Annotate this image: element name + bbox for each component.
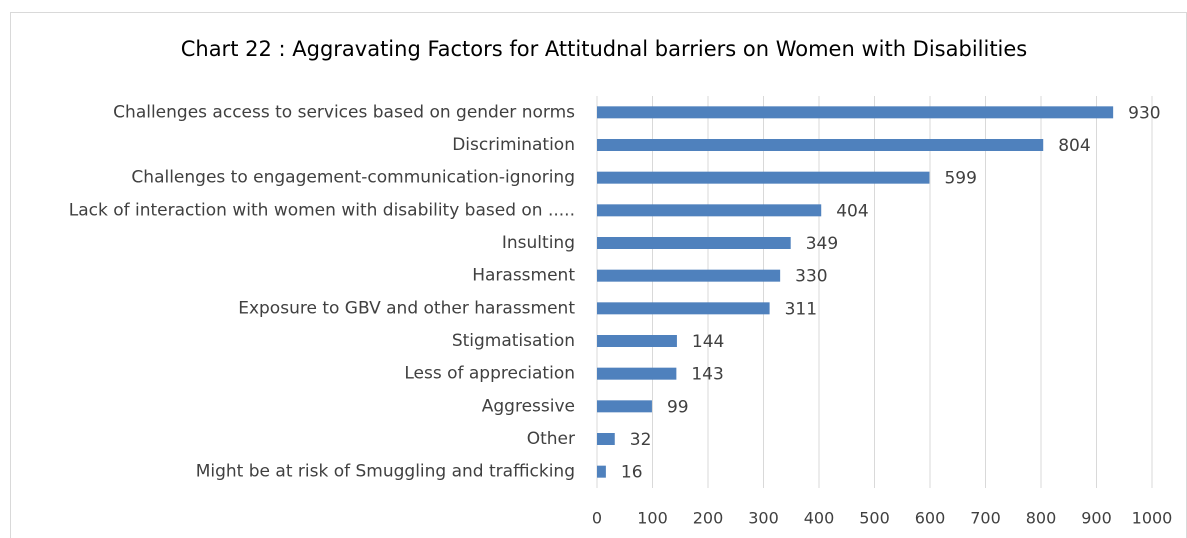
bar bbox=[597, 171, 930, 184]
chart-title: Chart 22 : Aggravating Factors for Attit… bbox=[181, 37, 1028, 61]
data-label: 144 bbox=[692, 332, 724, 352]
x-tick-label: 300 bbox=[748, 509, 779, 528]
y-tick-label: Insulting bbox=[502, 233, 575, 253]
y-tick-label: Exposure to GBV and other harassment bbox=[238, 298, 575, 318]
data-label: 99 bbox=[667, 397, 689, 417]
x-tick-label: 900 bbox=[1081, 509, 1112, 528]
bar bbox=[597, 335, 677, 347]
x-tick-label: 200 bbox=[693, 509, 724, 528]
y-tick-label: Challenges access to services based on g… bbox=[113, 102, 575, 122]
x-tick-label: 500 bbox=[859, 509, 890, 528]
bar bbox=[597, 367, 677, 380]
data-label: 311 bbox=[785, 299, 817, 319]
bar bbox=[597, 269, 781, 282]
bar bbox=[597, 433, 615, 445]
y-tick-label: Challenges to engagement-communication-i… bbox=[131, 168, 575, 188]
data-label: 16 bbox=[621, 463, 643, 483]
y-tick-label: Lack of interaction with women with disa… bbox=[69, 200, 575, 220]
bar bbox=[597, 139, 1044, 151]
y-tick-label: Less of appreciation bbox=[404, 364, 575, 384]
bar bbox=[597, 106, 1114, 119]
y-tick-label: Aggressive bbox=[482, 396, 575, 416]
y-tick-label: Other bbox=[527, 429, 575, 449]
x-tick-label: 700 bbox=[970, 509, 1001, 528]
y-tick-label: Discrimination bbox=[452, 135, 575, 155]
y-tick-label: Might be at risk of Smuggling and traffi… bbox=[196, 462, 575, 482]
bar bbox=[597, 237, 791, 249]
data-label: 599 bbox=[944, 169, 976, 189]
x-tick-label: 100 bbox=[637, 509, 668, 528]
data-label: 330 bbox=[795, 267, 827, 287]
x-tick-label: 600 bbox=[915, 509, 946, 528]
data-label: 143 bbox=[691, 365, 723, 385]
data-label: 404 bbox=[836, 201, 868, 221]
bar bbox=[597, 204, 822, 217]
x-tick-label: 1000 bbox=[1132, 509, 1173, 528]
data-label: 349 bbox=[806, 234, 838, 254]
data-label: 930 bbox=[1128, 103, 1160, 123]
x-tick-label: 0 bbox=[592, 509, 602, 528]
x-tick-label: 400 bbox=[804, 509, 835, 528]
data-label: 32 bbox=[630, 430, 652, 450]
data-label: 804 bbox=[1058, 136, 1090, 156]
bar bbox=[597, 465, 606, 478]
x-tick-label: 800 bbox=[1026, 509, 1057, 528]
y-tick-label: Harassment bbox=[472, 266, 575, 286]
bar bbox=[597, 400, 652, 413]
y-tick-label: Stigmatisation bbox=[452, 331, 575, 351]
bar bbox=[597, 302, 770, 315]
